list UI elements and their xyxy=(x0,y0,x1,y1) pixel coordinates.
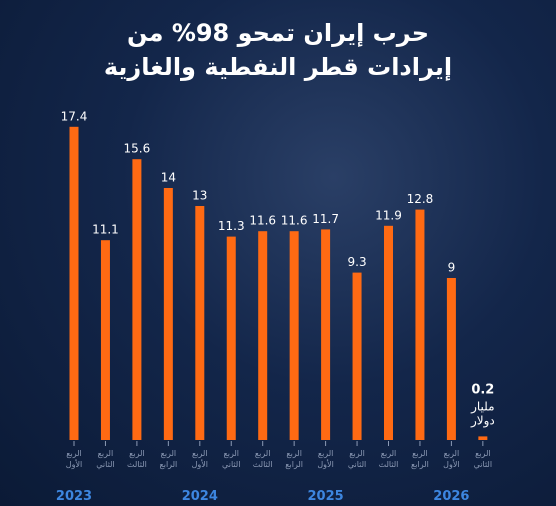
x-tick-label: الربع الرابع xyxy=(411,449,429,469)
year-label: 2026 xyxy=(433,489,470,504)
unit-label: مليار xyxy=(470,400,494,415)
bar xyxy=(195,206,205,440)
year-label: 2024 xyxy=(181,489,218,504)
value-label: 17.4 xyxy=(61,109,88,123)
x-tick-label: الربع الأول xyxy=(65,449,83,469)
chart-title-line: حرب إيران تمحو 98% من xyxy=(127,19,429,47)
x-tick-label: الربع الأول xyxy=(443,449,460,469)
value-label: 0.2 xyxy=(471,383,494,398)
x-tick-label: الربع الثالث xyxy=(252,449,273,469)
unit-label: دولار xyxy=(470,414,495,429)
value-label: 11.6 xyxy=(281,214,308,228)
bar xyxy=(258,231,268,440)
x-tick-label: الربع الثاني xyxy=(222,449,241,469)
value-label: 9 xyxy=(448,261,456,275)
x-tick-label: الربع الثاني xyxy=(96,449,115,469)
value-label: 11.3 xyxy=(218,219,245,233)
x-tick-label: الربع الثالث xyxy=(126,449,147,469)
value-label: 12.8 xyxy=(407,192,434,206)
x-tick-label: الربع الثاني xyxy=(347,449,367,469)
bar xyxy=(352,272,362,440)
x-tick-label: الربع الثاني xyxy=(473,449,493,469)
x-tick-label: الربع الأول xyxy=(317,449,334,469)
value-label: 13 xyxy=(192,189,207,203)
bar xyxy=(163,188,173,440)
x-tick-label: الربع الثالث xyxy=(378,449,399,469)
chart-title-line: إيرادات قطر النفطية والغازية xyxy=(104,53,452,81)
value-label: 11.6 xyxy=(249,214,276,228)
year-label: 2025 xyxy=(307,489,344,504)
x-tick-label: الربع الأول xyxy=(191,449,209,469)
bar xyxy=(478,436,488,440)
value-label: 9.3 xyxy=(348,255,367,269)
bar xyxy=(289,231,299,440)
bar xyxy=(226,236,236,440)
value-label: 11.9 xyxy=(375,208,402,222)
value-label: 15.6 xyxy=(124,142,151,156)
bar xyxy=(69,126,79,441)
bar xyxy=(384,225,393,440)
value-label: 14 xyxy=(161,171,176,185)
bar xyxy=(321,229,331,440)
bar xyxy=(100,240,110,440)
bar xyxy=(132,159,142,440)
x-tick-label: الربع الرابع xyxy=(285,449,304,469)
bar xyxy=(415,209,425,440)
x-tick-label: الربع الرابع xyxy=(159,449,178,469)
value-label: 11.7 xyxy=(312,212,339,226)
year-label: 2023 xyxy=(55,489,93,504)
bar xyxy=(446,278,456,440)
value-label: 11.1 xyxy=(92,223,119,237)
